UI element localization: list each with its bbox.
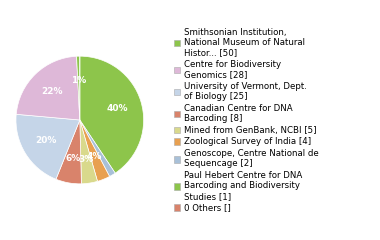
- Wedge shape: [76, 56, 80, 120]
- Wedge shape: [80, 56, 144, 173]
- Text: 22%: 22%: [41, 87, 63, 96]
- Wedge shape: [16, 114, 80, 179]
- Wedge shape: [80, 120, 98, 184]
- Text: 20%: 20%: [35, 136, 57, 145]
- Wedge shape: [80, 120, 115, 176]
- Text: 4%: 4%: [87, 152, 102, 161]
- Legend: Smithsonian Institution,
National Museum of Natural
Histor... [50], Centre for B: Smithsonian Institution, National Museum…: [172, 26, 320, 214]
- Wedge shape: [80, 120, 109, 181]
- Text: 6%: 6%: [65, 155, 81, 163]
- Text: 1%: 1%: [71, 76, 86, 85]
- Wedge shape: [16, 56, 80, 120]
- Text: 40%: 40%: [107, 104, 128, 113]
- Text: 3%: 3%: [78, 155, 93, 164]
- Wedge shape: [56, 120, 81, 184]
